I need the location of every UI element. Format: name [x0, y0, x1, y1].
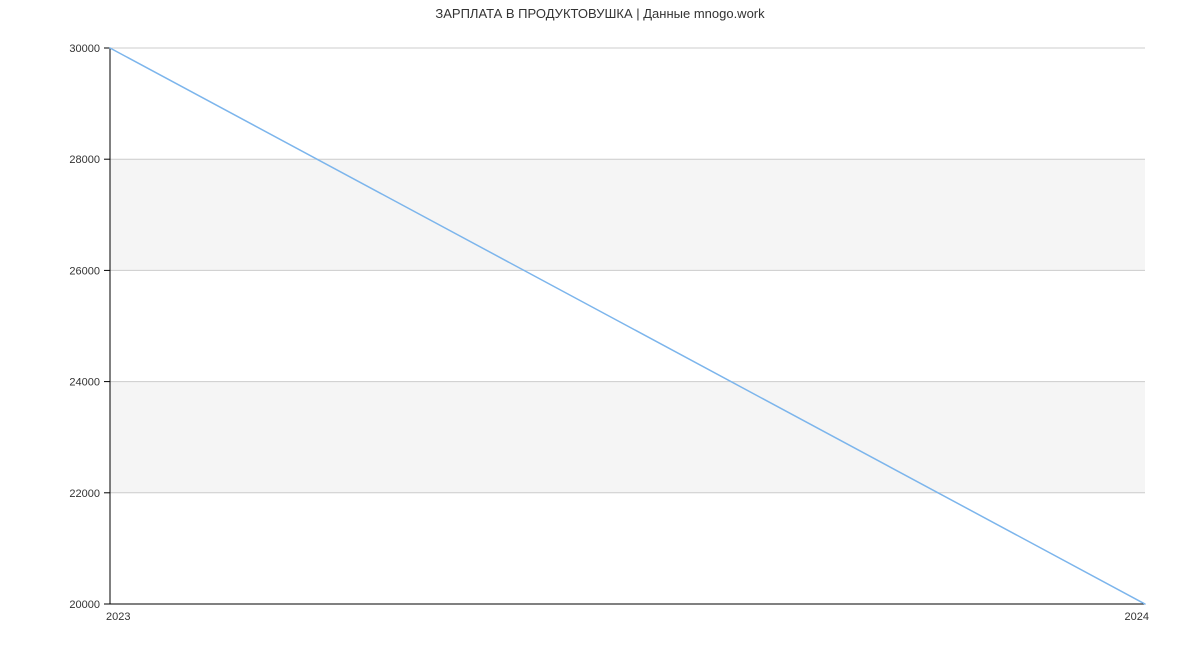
chart-svg: 20000 22000 24000 26000 28000 30000 2023 2024 — [0, 0, 1200, 650]
x-tick-label: 2023 — [106, 611, 130, 623]
plot-band — [110, 382, 1145, 493]
y-tick-label: 22000 — [69, 488, 100, 500]
y-tick-label: 30000 — [69, 43, 100, 55]
y-tick-label: 28000 — [69, 154, 100, 166]
salary-chart: ЗАРПЛАТА В ПРОДУКТОВУШКА | Данные mnogo.… — [0, 0, 1200, 650]
y-tick-label: 26000 — [69, 265, 100, 277]
series-line — [110, 48, 1145, 604]
x-tick-label: 2024 — [1125, 611, 1149, 623]
y-tick-label: 20000 — [69, 599, 100, 611]
plot-band — [110, 159, 1145, 270]
y-tick-label: 24000 — [69, 377, 100, 389]
